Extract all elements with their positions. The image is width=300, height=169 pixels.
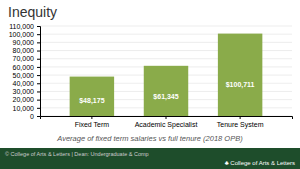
y-tick-label: 100,000 — [9, 31, 34, 38]
y-tick-mark — [37, 75, 40, 76]
y-tick-mark — [37, 108, 40, 109]
bar — [70, 77, 114, 116]
y-tick: 100,000 — [9, 31, 40, 38]
y-tick-label: 40,000 — [13, 80, 35, 87]
y-tick: 90,000 — [13, 39, 40, 46]
footer-band — [0, 148, 300, 169]
x-tick-label: Tenure System — [217, 121, 264, 129]
y-tick: 40,000 — [13, 80, 40, 87]
x-tick: Academic Specialist — [135, 116, 198, 129]
data-label: $48,175 — [79, 97, 104, 105]
y-tick-mark — [37, 100, 40, 101]
y-tick-mark — [37, 83, 40, 84]
y-tick-mark — [37, 42, 40, 43]
y-tick: 70,000 — [13, 55, 40, 62]
x-tick-mark — [91, 116, 92, 119]
y-tick-mark — [37, 26, 40, 27]
y-tick: 10,000 — [13, 105, 40, 112]
y-tick: 20,000 — [13, 96, 40, 103]
y-tick: 60,000 — [13, 64, 40, 71]
y-tick-mark — [37, 51, 40, 52]
y-tick-label: 90,000 — [13, 39, 35, 46]
y-tick-label: 60,000 — [13, 64, 35, 71]
bar — [144, 66, 188, 116]
footer-note: © College of Arts & Letters | Dean: Unde… — [5, 151, 149, 157]
y-tick-label: 30,000 — [13, 88, 35, 95]
y-tick-label: 70,000 — [13, 55, 35, 62]
y-axis-line — [37, 27, 41, 117]
y-tick-label: 20,000 — [13, 96, 35, 103]
x-tick-mark — [240, 116, 241, 119]
x-tick-label: Academic Specialist — [135, 121, 198, 129]
chart: Inequity 010,000 20,00030,00040,00050,0006… — [0, 0, 300, 169]
y-tick-mark — [37, 34, 40, 35]
data-label: $61,345 — [153, 93, 178, 101]
footer-name: ♣ College of Arts & Letters — [225, 160, 295, 166]
x-tick-mark — [166, 116, 167, 119]
y-tick: 80,000 — [13, 47, 40, 54]
y-tick: 50,000 — [13, 72, 40, 79]
y-tick: 0 — [30, 113, 40, 120]
y-tick: 30,000 — [13, 88, 40, 95]
data-label: $100,711 — [226, 81, 255, 89]
x-axis-line — [41, 117, 293, 120]
data-labels: $48,175 $61,345 $100,711 — [79, 81, 254, 105]
y-axis: 010,000 20,00030,00040,00050,00060,000 70,… — [9, 23, 41, 120]
y-tick-label: 110,000 — [9, 23, 34, 30]
y-tick-label: 0 — [30, 113, 34, 120]
bars — [70, 34, 263, 116]
y-tick-mark — [37, 91, 40, 92]
x-axis: Fixed Term Academic Specialist Tenure Syst… — [41, 116, 293, 129]
y-tick-mark — [37, 116, 40, 117]
bar — [218, 34, 262, 116]
y-tick-label: 80,000 — [13, 47, 35, 54]
y-tick-mark — [37, 67, 40, 68]
y-tick-label: 10,000 — [13, 105, 35, 112]
title: Inequity — [8, 4, 57, 20]
x-tick-label: Fixed Term — [75, 121, 110, 128]
x-tick: Fixed Term — [75, 116, 110, 128]
x-axis-label: Average of fixed term salaries vs full t… — [56, 134, 243, 143]
grid — [40, 26, 292, 116]
plot: 010,000 20,00030,00040,00050,00060,000 70,… — [9, 23, 293, 129]
y-tick-label: 50,000 — [13, 72, 35, 79]
grid-line — [40, 26, 292, 27]
y-tick: 110,000 — [9, 23, 40, 30]
y-tick-mark — [37, 59, 40, 60]
x-tick: Tenure System — [217, 116, 264, 129]
